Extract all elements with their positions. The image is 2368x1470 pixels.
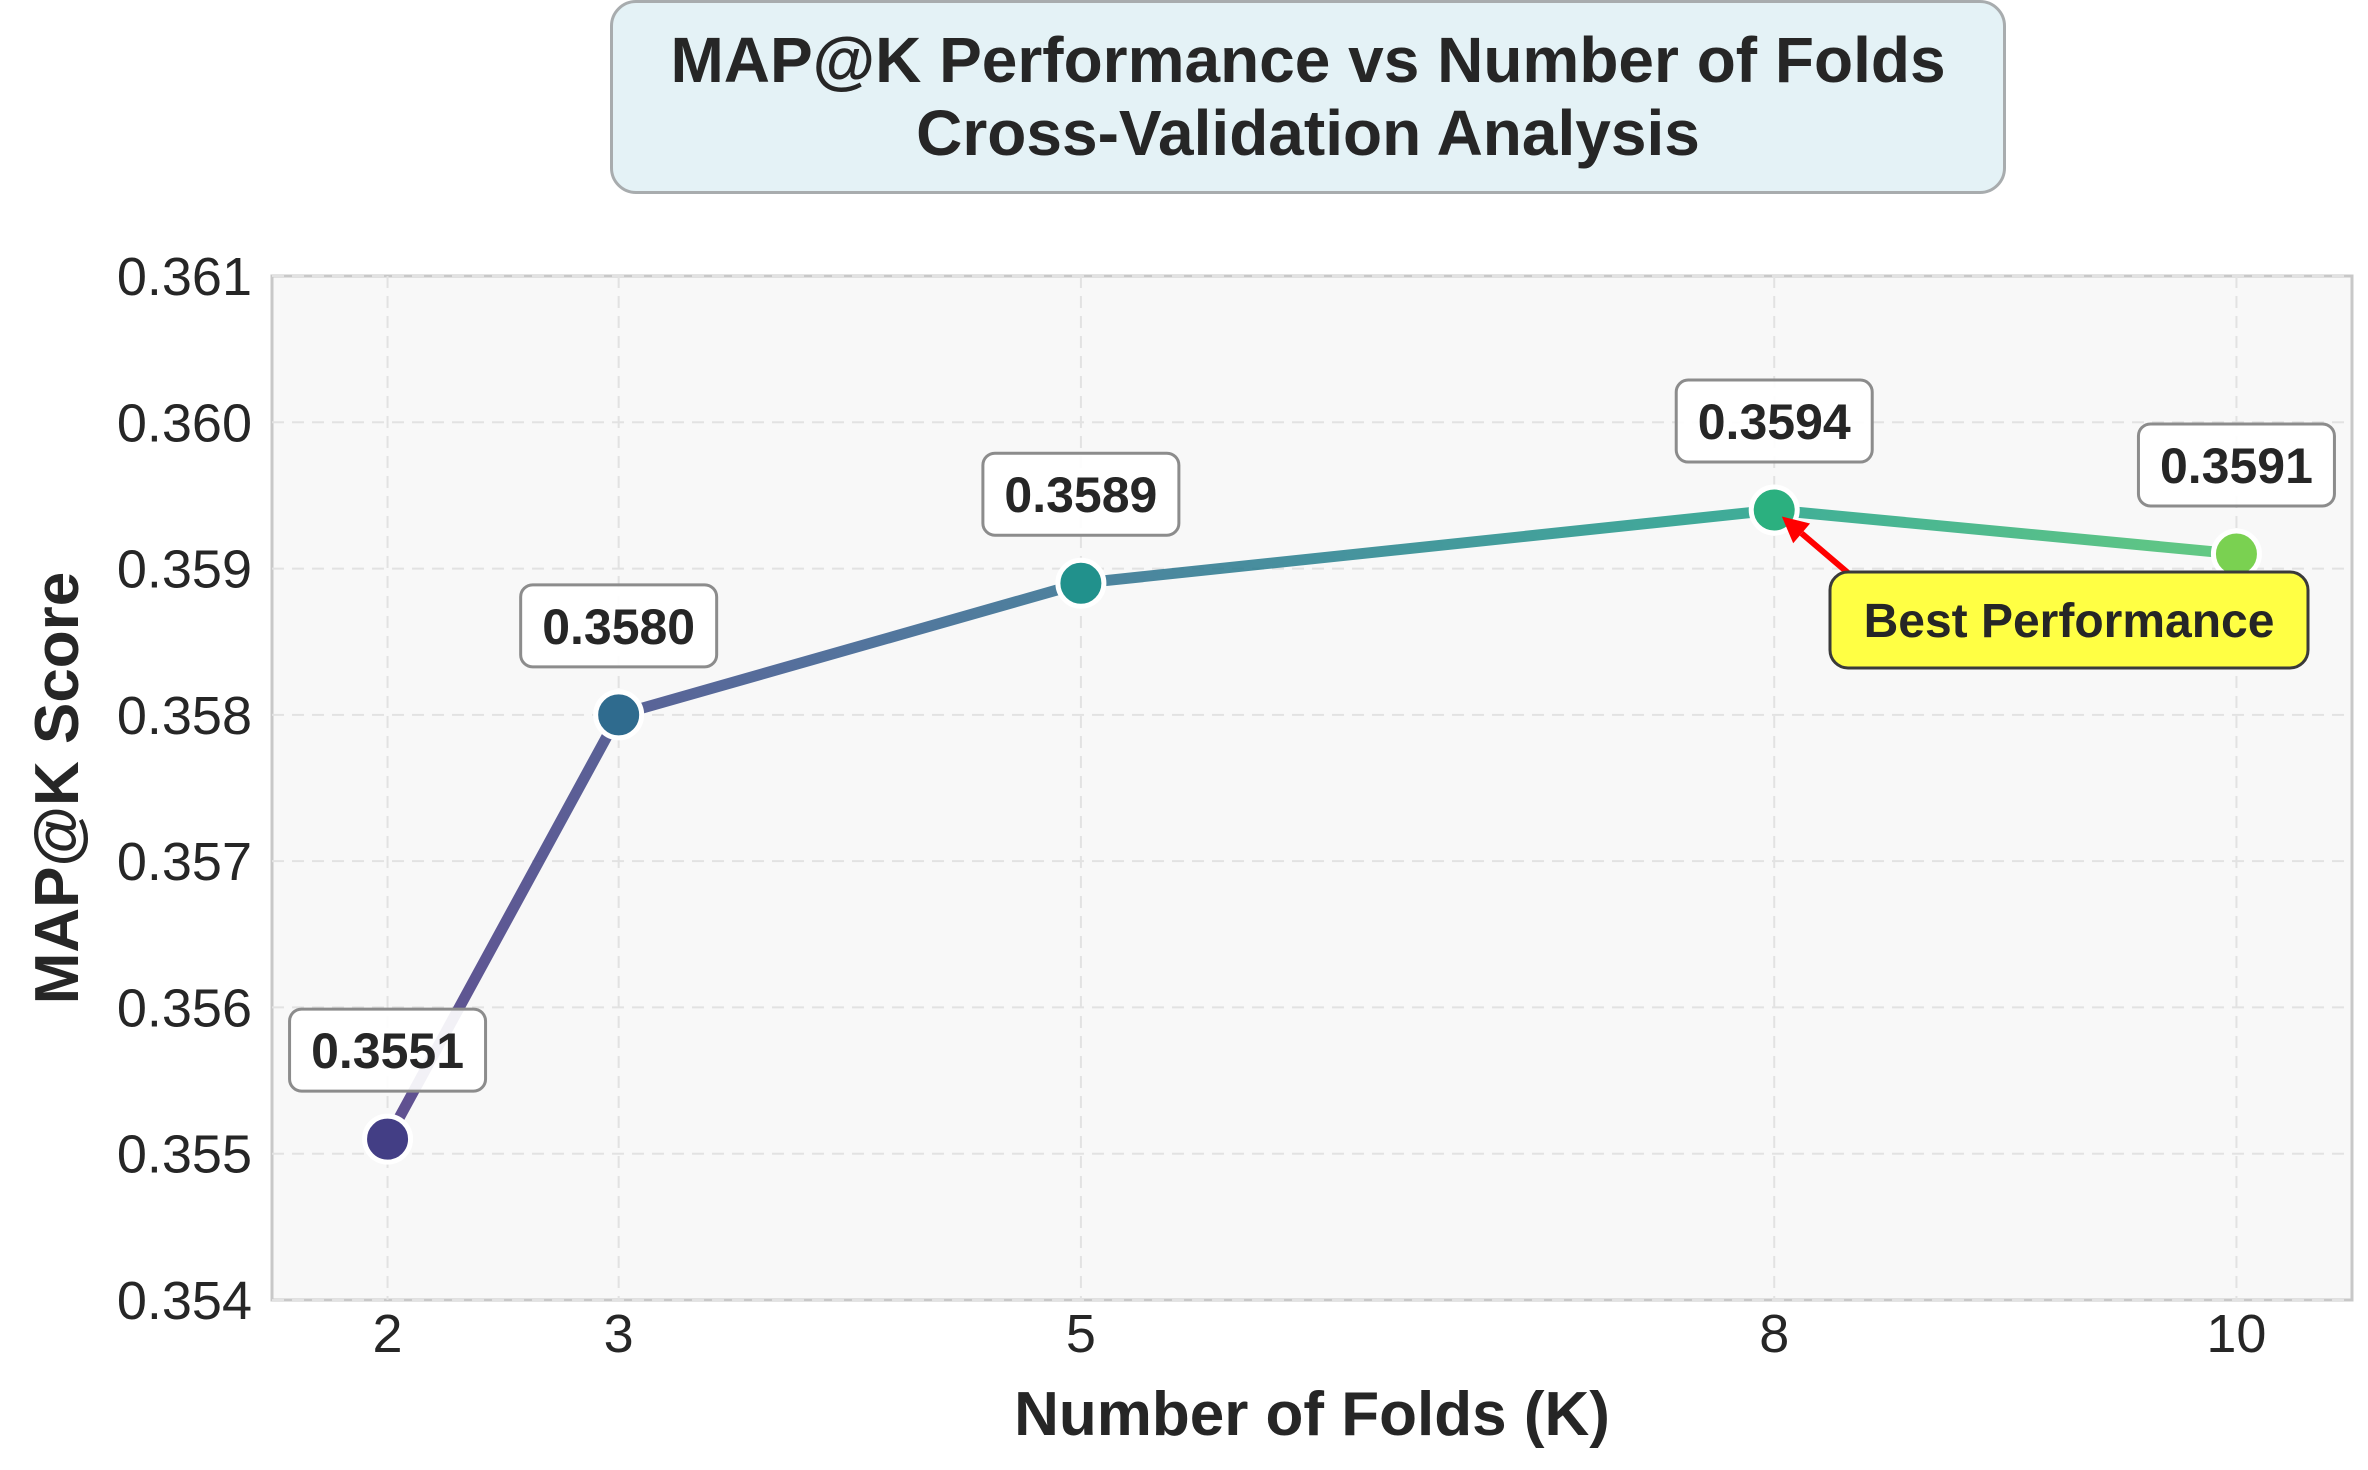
data-label-box bbox=[2136, 422, 2336, 508]
data-label-box bbox=[288, 1007, 488, 1093]
data-label-box bbox=[981, 451, 1181, 537]
x-tick-label: 3 bbox=[604, 1304, 634, 1364]
axis-ticks: 0.354 0.355 0.356 0.357 0.358 0.359 0.360 0.361… bbox=[117, 247, 2267, 1364]
chart-subtitle: Cross-Validation Analysis bbox=[916, 97, 1700, 169]
annotation-box bbox=[1828, 570, 2310, 670]
x-axis-label: Number of Folds (K) bbox=[1014, 1380, 1610, 1449]
x-tick-label: 8 bbox=[1759, 1304, 1789, 1364]
chart-title: MAP@K Performance vs Number of Folds bbox=[670, 24, 1946, 96]
y-tick-label: 0.355 bbox=[117, 1125, 252, 1185]
y-tick-label: 0.359 bbox=[117, 540, 252, 600]
data-label-group: 0.3594 bbox=[1674, 378, 1874, 464]
data-label: 0.3591 bbox=[2160, 438, 2313, 494]
x-tick-label: 5 bbox=[1066, 1304, 1096, 1364]
annotation-arrow bbox=[1799, 531, 1856, 581]
data-label-group: 0.3580 bbox=[519, 583, 719, 669]
data-label: 0.3551 bbox=[311, 1023, 464, 1079]
x-tick-label: 10 bbox=[2206, 1304, 2266, 1364]
data-label: 0.3580 bbox=[542, 599, 695, 655]
series bbox=[362, 484, 2262, 1165]
annotation-arrowhead bbox=[1781, 516, 1811, 544]
x-tick-label: 2 bbox=[373, 1304, 403, 1364]
y-tick-label: 0.356 bbox=[117, 978, 252, 1038]
y-tick-label: 0.361 bbox=[117, 247, 252, 307]
data-point bbox=[1055, 557, 1107, 609]
annotation: Best Performance bbox=[1781, 516, 2310, 670]
y-tick-label: 0.358 bbox=[117, 686, 252, 746]
data-label: 0.3594 bbox=[1698, 394, 1851, 450]
data-label: 0.3589 bbox=[1004, 467, 1157, 523]
data-label-box bbox=[519, 583, 719, 669]
y-tick-label: 0.357 bbox=[117, 832, 252, 892]
chart-title-box: MAP@K Performance vs Number of Folds Cro… bbox=[610, 0, 2006, 194]
data-labels: 0.3551 0.3580 0.3589 0.3594 0.3591 bbox=[288, 378, 2336, 1093]
data-label-group: 0.3551 bbox=[288, 1007, 488, 1093]
y-axis-label: MAP@K Score bbox=[23, 572, 92, 1005]
data-label-group: 0.3591 bbox=[2136, 422, 2336, 508]
annotation-text: Best Performance bbox=[1864, 595, 2275, 648]
data-point bbox=[362, 1113, 414, 1165]
y-tick-label: 0.360 bbox=[117, 393, 252, 453]
data-label-box bbox=[1674, 378, 1874, 464]
data-label-group: 0.3589 bbox=[981, 451, 1181, 537]
data-point bbox=[593, 689, 645, 741]
data-point bbox=[2210, 528, 2262, 580]
y-tick-label: 0.354 bbox=[117, 1271, 252, 1331]
